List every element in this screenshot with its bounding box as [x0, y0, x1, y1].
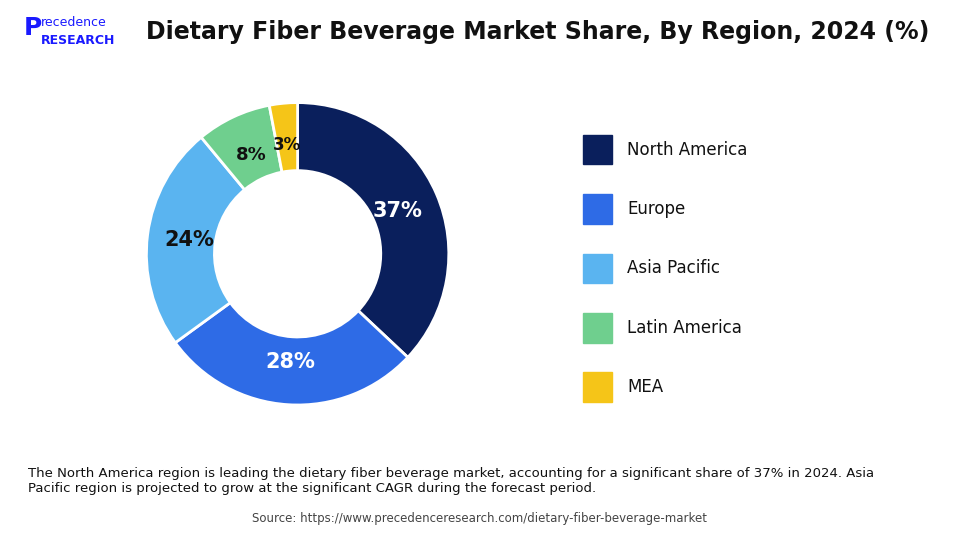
- Text: Dietary Fiber Beverage Market Share, By Region, 2024 (%): Dietary Fiber Beverage Market Share, By …: [146, 20, 929, 44]
- Wedge shape: [202, 105, 282, 190]
- Wedge shape: [269, 103, 298, 172]
- Text: Asia Pacific: Asia Pacific: [627, 259, 720, 278]
- Bar: [584, 194, 612, 224]
- Text: North America: North America: [627, 140, 748, 159]
- Text: 28%: 28%: [266, 353, 316, 373]
- Bar: [584, 135, 612, 164]
- Text: 3%: 3%: [274, 137, 301, 154]
- Text: Source: https://www.precedenceresearch.com/dietary-fiber-beverage-market: Source: https://www.precedenceresearch.c…: [252, 512, 708, 525]
- Text: Latin America: Latin America: [627, 319, 742, 337]
- Text: RESEARCH: RESEARCH: [41, 33, 115, 46]
- Text: The North America region is leading the dietary fiber beverage market, accountin: The North America region is leading the …: [29, 467, 875, 495]
- Bar: [584, 254, 612, 283]
- Text: P: P: [24, 16, 42, 40]
- Text: MEA: MEA: [627, 378, 663, 396]
- Bar: [584, 373, 612, 402]
- Wedge shape: [147, 137, 245, 343]
- Text: recedence: recedence: [41, 16, 107, 29]
- Wedge shape: [298, 103, 448, 357]
- Text: 8%: 8%: [236, 146, 267, 164]
- Text: Europe: Europe: [627, 200, 685, 218]
- Bar: [584, 313, 612, 342]
- Text: 37%: 37%: [372, 200, 422, 220]
- Text: 24%: 24%: [165, 230, 214, 250]
- Wedge shape: [176, 303, 408, 405]
